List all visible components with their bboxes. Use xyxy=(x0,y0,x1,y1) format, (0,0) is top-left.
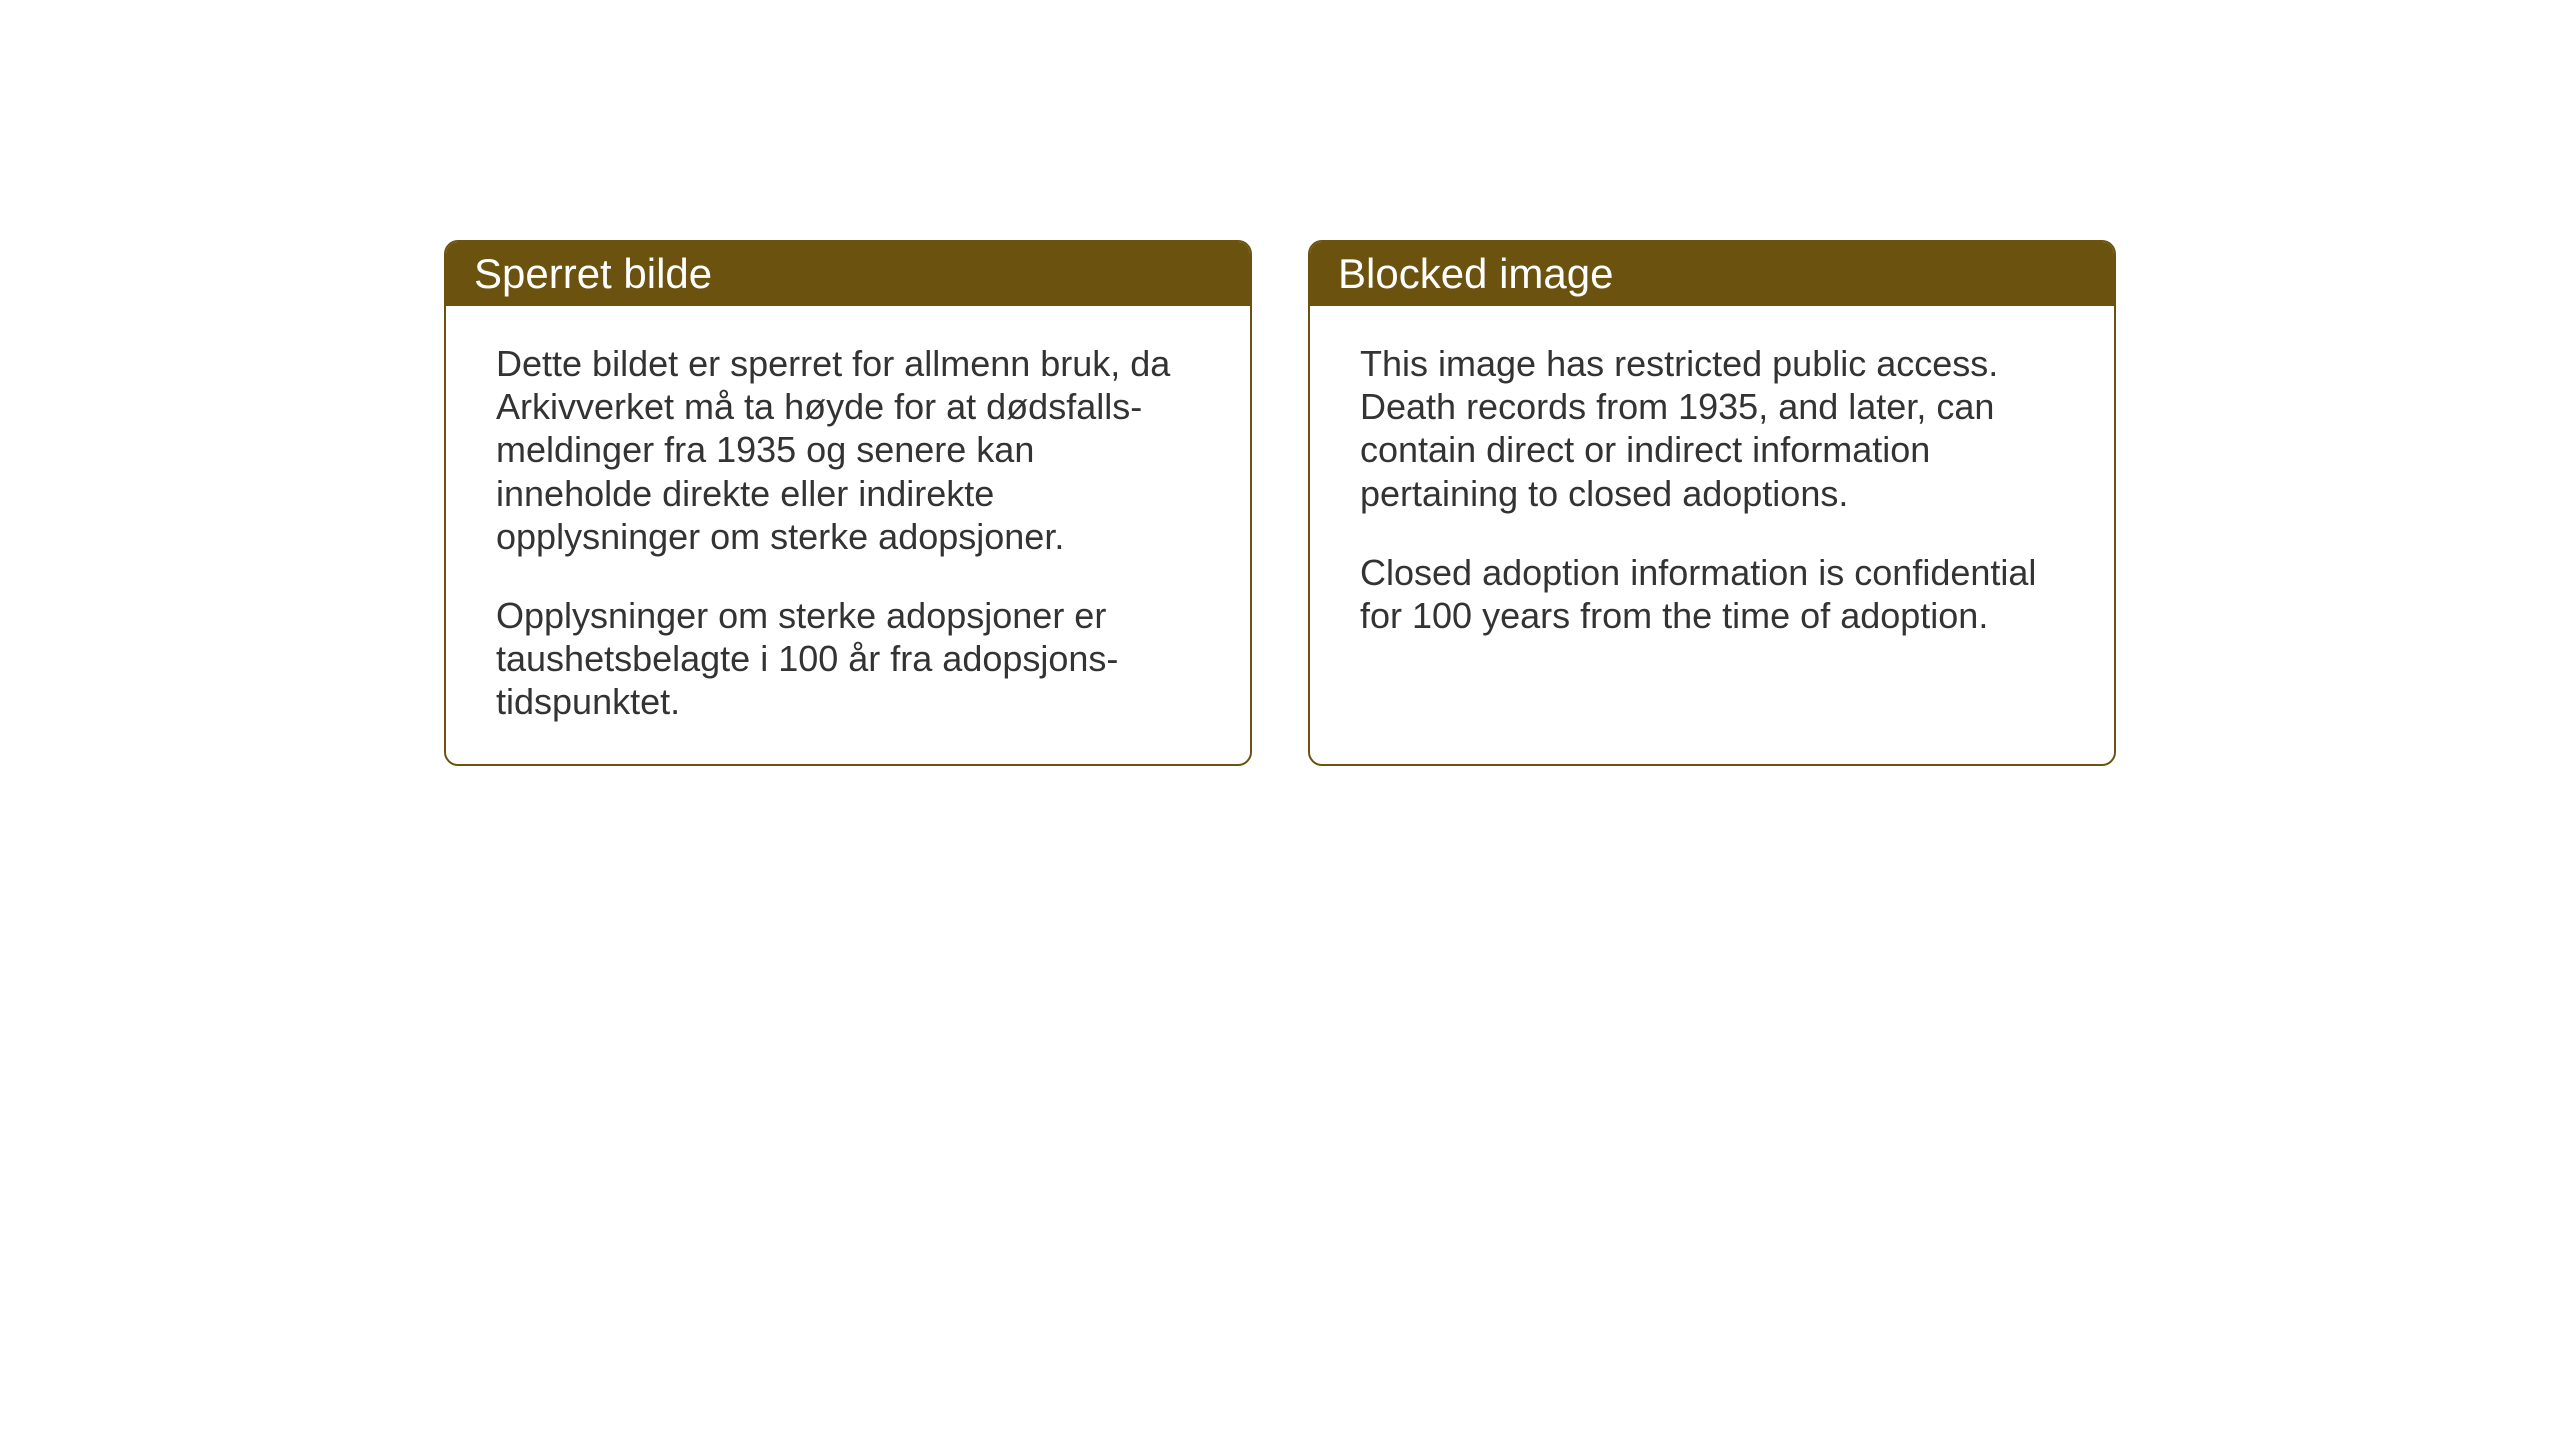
card-para2-norwegian: Opplysninger om sterke adopsjoner er tau… xyxy=(496,594,1200,724)
card-title-english: Blocked image xyxy=(1338,250,1613,297)
card-norwegian: Sperret bilde Dette bildet er sperret fo… xyxy=(444,240,1252,766)
card-header-norwegian: Sperret bilde xyxy=(446,242,1250,306)
card-header-english: Blocked image xyxy=(1310,242,2114,306)
card-body-english: This image has restricted public access.… xyxy=(1310,306,2114,677)
card-english: Blocked image This image has restricted … xyxy=(1308,240,2116,766)
cards-container: Sperret bilde Dette bildet er sperret fo… xyxy=(444,240,2116,766)
card-para1-norwegian: Dette bildet er sperret for allmenn bruk… xyxy=(496,342,1200,558)
card-para2-english: Closed adoption information is confident… xyxy=(1360,551,2064,637)
card-title-norwegian: Sperret bilde xyxy=(474,250,712,297)
card-body-norwegian: Dette bildet er sperret for allmenn bruk… xyxy=(446,306,1250,764)
card-para1-english: This image has restricted public access.… xyxy=(1360,342,2064,515)
